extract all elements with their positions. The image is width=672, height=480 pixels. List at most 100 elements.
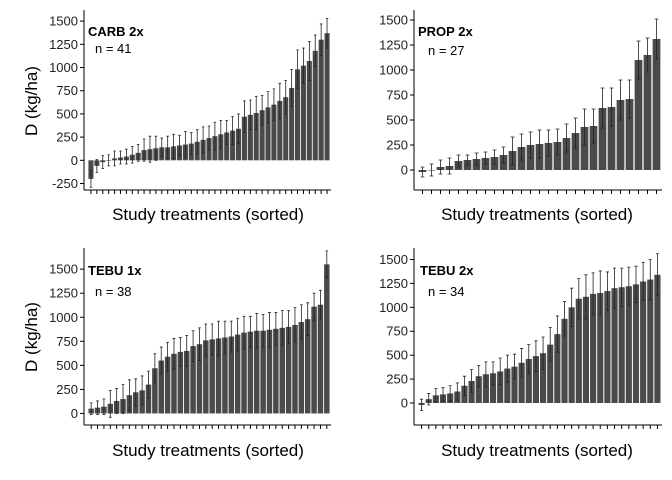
error-bar: [195, 129, 199, 155]
bar: [298, 322, 305, 414]
bar: [489, 373, 497, 403]
y-axis-title: D (kg/ha): [22, 302, 41, 372]
bar: [497, 371, 504, 403]
bar: [247, 114, 253, 161]
bar: [597, 292, 604, 403]
error-bar: [420, 398, 424, 412]
error-bar: [102, 398, 106, 415]
bar: [647, 279, 654, 403]
bar: [652, 39, 661, 170]
bar: [554, 334, 561, 403]
panel-carb-2x: Study treatments (sorted) D (kg/ha) -250…: [22, 10, 331, 224]
error-bar: [474, 152, 479, 166]
bar: [271, 104, 277, 161]
error-bar: [130, 145, 134, 164]
error-bar: [564, 123, 569, 153]
error-bar: [591, 272, 595, 316]
error-bar: [498, 357, 502, 386]
panel-title: TEBU 2x: [420, 263, 474, 278]
x-axis-title: Study treatments (sorted): [441, 441, 633, 460]
y-tick-label: 250: [386, 372, 408, 387]
error-bar: [184, 131, 187, 158]
bar: [196, 344, 203, 414]
panel-title: TEBU 1x: [88, 263, 142, 278]
bar: [277, 100, 283, 161]
bar: [616, 100, 625, 170]
error-bar: [261, 313, 265, 348]
bar: [532, 356, 539, 403]
bar: [324, 264, 330, 414]
error-bar: [584, 274, 588, 320]
error-bar: [125, 148, 128, 165]
error-bar: [325, 17, 329, 49]
y-tick-label: 1250: [379, 38, 408, 53]
error-bar: [229, 320, 233, 353]
bar: [158, 360, 164, 414]
error-bar: [115, 388, 119, 414]
bar: [632, 284, 640, 403]
error-bar: [154, 135, 158, 161]
error-bar: [627, 266, 631, 306]
bar: [611, 288, 618, 403]
error-bar: [648, 259, 652, 301]
error-bar: [510, 136, 515, 166]
panel-sample-size: n = 27: [428, 43, 465, 58]
bar: [289, 87, 295, 161]
bar: [511, 366, 518, 403]
y-tick-label: 0: [71, 153, 78, 168]
bar: [643, 55, 652, 170]
bar: [625, 99, 634, 170]
error-bar: [128, 379, 131, 411]
error-bar: [447, 157, 452, 175]
bar: [222, 337, 228, 414]
error-bar: [501, 146, 506, 164]
y-tick-label: 250: [56, 382, 78, 397]
error-bar: [249, 99, 252, 131]
error-bar: [308, 41, 311, 81]
bar: [183, 350, 190, 414]
error-bar: [448, 385, 452, 402]
panel-tebu-2x: Study treatments (sorted) 0 250 500 750 1000…: [379, 248, 662, 460]
error-bar: [191, 330, 195, 362]
bar: [253, 112, 259, 161]
error-bar: [555, 315, 559, 353]
error-bar: [231, 116, 234, 145]
bar: [504, 368, 511, 403]
error-bar: [178, 134, 181, 157]
error-bar: [148, 135, 152, 163]
error-bar: [582, 108, 587, 146]
error-bar: [134, 378, 138, 407]
bar: [224, 132, 230, 161]
error-bar: [528, 131, 533, 159]
error-bar: [255, 313, 259, 349]
x-axis-title: Study treatments (sorted): [112, 441, 304, 460]
error-bar: [166, 341, 169, 372]
error-bar: [306, 302, 310, 336]
y-tick-label: 250: [56, 130, 78, 145]
bar: [247, 331, 254, 414]
bar: [318, 39, 324, 161]
error-bar: [217, 320, 220, 357]
y-tick-label: 1000: [379, 300, 408, 315]
panel-title: PROP 2x: [418, 24, 473, 39]
bar: [547, 344, 554, 403]
error-bar: [299, 304, 303, 340]
error-bar: [627, 79, 632, 119]
y-tick-label: 750: [56, 334, 78, 349]
bar: [254, 330, 260, 414]
error-bar: [272, 88, 276, 121]
error-bar: [185, 335, 189, 367]
error-bar: [618, 79, 623, 121]
error-bar: [210, 323, 214, 356]
error-bar: [89, 402, 93, 415]
y-tick-label: 1250: [379, 276, 408, 291]
bar: [518, 362, 525, 403]
bar: [177, 351, 184, 414]
error-bar: [119, 150, 122, 165]
error-bar: [101, 155, 105, 170]
y-tick-label: -250: [52, 176, 78, 191]
bar: [152, 368, 158, 414]
x-axis-title: Study treatments (sorted): [112, 205, 304, 224]
y-tick-label: 500: [56, 106, 78, 121]
error-bar: [620, 267, 624, 307]
